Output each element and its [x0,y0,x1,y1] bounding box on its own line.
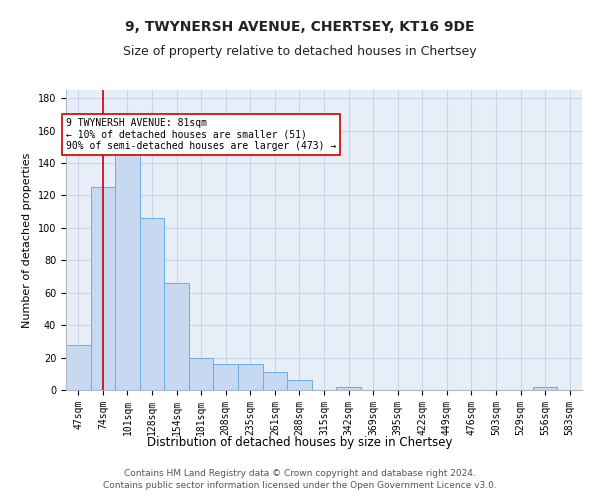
Bar [533,387,557,390]
Bar [189,358,214,390]
Text: Contains HM Land Registry data © Crown copyright and database right 2024.
Contai: Contains HM Land Registry data © Crown c… [103,468,497,490]
Bar [214,364,238,390]
Bar [140,218,164,390]
Text: 9 TWYNERSH AVENUE: 81sqm
← 10% of detached houses are smaller (51)
90% of semi-d: 9 TWYNERSH AVENUE: 81sqm ← 10% of detach… [66,118,336,151]
Text: Distribution of detached houses by size in Chertsey: Distribution of detached houses by size … [147,436,453,449]
Bar [287,380,312,390]
Bar [115,147,140,390]
Text: Size of property relative to detached houses in Chertsey: Size of property relative to detached ho… [123,45,477,58]
Bar [66,344,91,390]
Y-axis label: Number of detached properties: Number of detached properties [22,152,32,328]
Bar [238,364,263,390]
Bar [91,188,115,390]
Bar [336,387,361,390]
Bar [164,283,189,390]
Text: 9, TWYNERSH AVENUE, CHERTSEY, KT16 9DE: 9, TWYNERSH AVENUE, CHERTSEY, KT16 9DE [125,20,475,34]
Bar [263,372,287,390]
